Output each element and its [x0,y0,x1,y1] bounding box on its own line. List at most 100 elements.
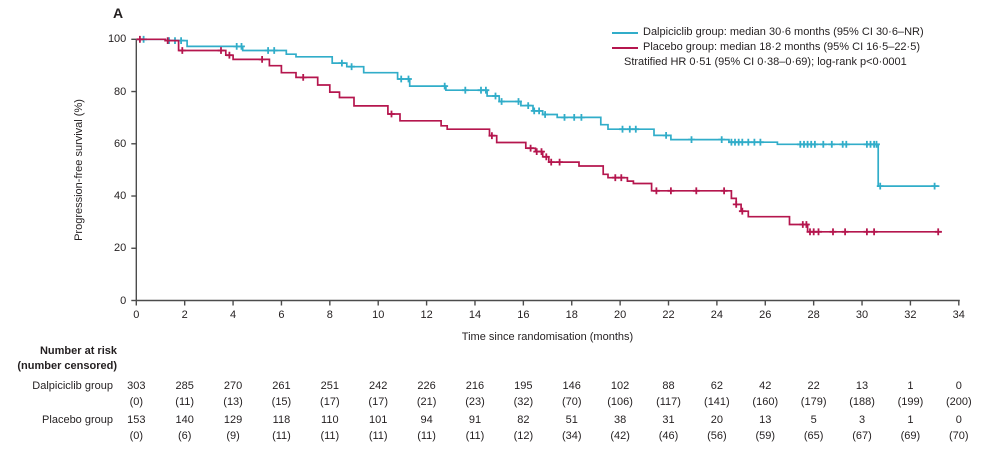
risk-count-cell: 195 [514,380,533,392]
survival-curve-placebo [136,38,942,233]
censor-mark-dalpiciclib [515,98,522,105]
censor-mark-placebo [803,221,810,228]
risk-count-cell: 303 [127,380,146,392]
censored-count-cell: (65) [803,430,824,442]
risk-count-cell: 0 [955,414,962,426]
censor-mark-dalpiciclib [570,114,578,121]
censor-mark-dalpiciclib [482,86,490,94]
risk-count-cell: 146 [562,380,581,392]
risk-count-cell: 42 [759,380,772,392]
risk-count-cell: 62 [710,380,723,392]
censor-mark-dalpiciclib [757,138,764,146]
x-tick-label: 2 [181,308,188,321]
risk-count-cell: 261 [272,380,291,392]
x-tick-label: 26 [759,308,772,321]
censored-count-cell: (12) [513,430,534,442]
x-tick-label: 18 [565,308,578,321]
censor-mark-dalpiciclib [535,107,543,115]
censor-mark-dalpiciclib [744,138,752,146]
risk-count-cell: 242 [369,380,388,392]
censor-mark-placebo [863,228,871,236]
censor-mark-placebo [136,35,144,43]
censor-mark-placebo [164,37,172,44]
censored-count-cell: (34) [561,430,582,442]
censor-mark-dalpiciclib [828,140,836,148]
censor-mark-dalpiciclib [461,86,469,94]
risk-count-cell: 94 [420,414,433,426]
censor-mark-dalpiciclib [270,47,278,54]
x-tick-label: 14 [468,308,482,321]
risk-count-cell: 285 [175,380,194,392]
risk-count-cell: 226 [417,380,436,392]
censored-count-cell: (200) [945,396,972,408]
placebo-line-swatch [612,47,638,49]
censor-mark-dalpiciclib [842,140,850,148]
risk-count-cell: 3 [858,414,866,426]
censored-count-cell: (11) [368,430,388,442]
x-tick-label: 10 [372,308,385,321]
censor-mark-dalpiciclib [632,125,640,133]
legend-dalpiciclib-label: Dalpiciclib group: median 30·6 months (9… [643,26,924,38]
risk-count-cell: 216 [465,380,485,392]
censor-mark-placebo [299,74,307,81]
censor-mark-placebo [556,158,563,166]
risk-row-label-dalpiciclib: Dalpiciclib group [32,380,113,392]
censor-mark-dalpiciclib [811,140,819,148]
x-tick-label: 8 [326,308,333,321]
censor-mark-dalpiciclib [718,136,726,143]
x-tick-label: 0 [133,308,140,321]
censor-mark-placebo [720,187,728,195]
censor-mark-dalpiciclib [238,43,245,50]
censor-mark-dalpiciclib [397,75,405,83]
censor-mark-placebo [815,228,822,236]
censored-count-cell: (21) [416,396,437,408]
risk-count-cell: 101 [369,414,388,426]
censor-mark-placebo [738,207,746,215]
censor-mark-dalpiciclib [541,111,549,118]
censor-mark-placebo [488,132,496,140]
risk-count-cell: 13 [855,380,869,392]
censored-count-cell: (0) [129,430,144,442]
risk-count-cell: 88 [662,380,675,392]
censor-mark-dalpiciclib [662,132,670,139]
risk-count-cell: 38 [613,414,627,426]
x-tick-label: 30 [855,308,869,321]
censored-count-cell: (67) [852,430,872,442]
risk-count-cell: 22 [807,380,820,392]
censor-mark-placebo [547,158,555,166]
censored-count-cell: (15) [271,396,292,408]
censored-count-cell: (17) [320,396,340,408]
censor-mark-dalpiciclib [578,114,585,121]
legend-stats-note: Stratified HR 0·51 (95% CI 0·38–0·69); l… [624,56,907,68]
x-tick-label: 4 [230,308,237,321]
risk-count-cell: 140 [175,414,194,426]
censored-count-cell: (11) [272,430,291,442]
censored-count-cell: (56) [707,430,727,442]
censor-mark-dalpiciclib [441,82,449,90]
y-tick-label: 100 [107,33,127,46]
censor-mark-placebo [870,228,878,236]
censor-mark-dalpiciclib [338,59,346,67]
y-tick-label: 60 [114,137,127,150]
x-axis-title: Time since randomisation (months) [461,331,634,343]
x-tick-label: 16 [517,308,530,321]
censor-mark-placebo [538,148,545,155]
censor-mark-placebo [542,153,550,161]
censor-mark-placebo [829,228,837,236]
censor-mark-placebo [527,144,534,152]
censored-count-cell: (179) [800,396,827,408]
censor-mark-placebo [841,228,849,236]
risk-count-cell: 91 [468,414,482,426]
y-tick-label: 80 [114,85,127,98]
x-tick-label: 24 [710,308,723,321]
x-tick-label: 32 [904,308,917,321]
censored-count-cell: (70) [561,396,582,408]
censor-mark-dalpiciclib [348,63,355,71]
risk-count-cell: 102 [610,380,630,392]
censored-count-cell: (70) [949,430,969,442]
risk-table-subheader: (number censored) [17,360,117,372]
censored-count-cell: (46) [658,430,679,442]
y-tick-label: 20 [114,242,127,255]
censored-count-cell: (106) [607,396,633,408]
risk-count-cell: 31 [662,414,675,426]
